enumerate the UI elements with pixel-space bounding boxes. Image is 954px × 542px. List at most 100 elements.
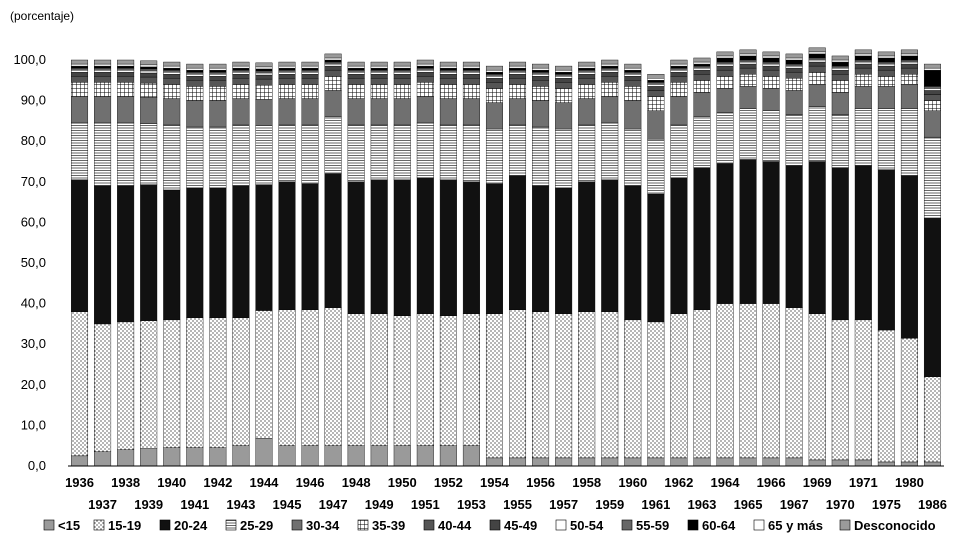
bar-segment — [370, 78, 388, 85]
bar-segment — [324, 90, 342, 118]
bar-segment — [186, 76, 204, 81]
bar-segment — [71, 65, 89, 69]
bar-segment — [117, 82, 135, 97]
bar-segment — [716, 112, 734, 164]
x-tick-label: 1961 — [641, 497, 670, 512]
bar-segment — [555, 69, 573, 73]
bar-segment — [71, 311, 89, 457]
bar-segment — [255, 66, 273, 70]
bar-segment — [347, 74, 365, 79]
bar-segment — [509, 69, 527, 73]
bar-segment — [416, 59, 434, 65]
legend-swatch — [291, 519, 303, 531]
bar-segment — [624, 80, 642, 87]
bar-segment — [485, 78, 503, 83]
bar-segment — [693, 80, 711, 93]
bar-segment — [140, 66, 158, 70]
bar-segment — [670, 63, 688, 67]
bar-segment — [785, 457, 803, 467]
bar-segment — [393, 65, 411, 69]
bar-segment — [808, 71, 826, 85]
bar-segment — [601, 63, 619, 67]
bar-segment — [117, 76, 135, 83]
x-tick-label: 1944 — [249, 475, 279, 490]
bar-segment — [347, 445, 365, 467]
bar-segment — [232, 317, 250, 446]
bar-segment — [509, 124, 527, 176]
bar-segment — [762, 55, 780, 59]
bar-segment — [71, 122, 89, 180]
bar-segment — [71, 455, 89, 467]
bar-segment — [923, 218, 941, 377]
bar-segment — [462, 445, 480, 467]
bar-segment — [278, 309, 296, 446]
legend-swatch — [357, 519, 369, 531]
bar-segment — [509, 84, 527, 99]
bar-segment — [117, 321, 135, 450]
bar-segment — [209, 63, 227, 69]
bar-segment — [324, 76, 342, 91]
bar-segment — [831, 167, 849, 321]
bar-segment — [301, 71, 319, 75]
bar-segment — [693, 69, 711, 75]
bar-segment — [140, 448, 158, 467]
x-tick-label: 1963 — [687, 497, 716, 512]
bar-segment — [716, 57, 734, 63]
bar-segment — [532, 80, 550, 87]
bar-segment — [509, 457, 527, 467]
bar-segment — [209, 71, 227, 75]
bar-segment — [347, 98, 365, 126]
bar-segment — [278, 61, 296, 67]
bar-segment — [647, 321, 665, 459]
bar-segment — [462, 98, 480, 126]
bar-segment — [71, 67, 89, 71]
bar-segment — [117, 69, 135, 73]
bar-segment — [71, 76, 89, 83]
bars — [71, 47, 941, 467]
bar-segment — [555, 102, 573, 130]
y-tick-label: 80,0 — [21, 133, 46, 148]
bar-segment — [117, 65, 135, 69]
bar-segment — [854, 59, 872, 63]
bar-segment — [163, 189, 181, 321]
y-tick-label: 0,0 — [28, 458, 46, 473]
bar-segment — [831, 319, 849, 461]
bar-segment — [808, 313, 826, 461]
bar-segment — [739, 74, 757, 87]
bar-segment — [278, 71, 296, 75]
bar-segment — [416, 445, 434, 467]
bar-segment — [393, 71, 411, 75]
bar-segment — [578, 74, 596, 79]
bar-segment — [255, 78, 273, 86]
bar-segment — [347, 84, 365, 99]
bar-segment — [647, 86, 665, 91]
bar-segment — [854, 61, 872, 65]
bar-segment — [347, 67, 365, 71]
bar-segment — [900, 53, 918, 57]
bar-segment — [854, 86, 872, 109]
bar-segment — [209, 76, 227, 81]
bar-segment — [393, 69, 411, 73]
bar-segment — [255, 68, 273, 72]
bar-segment — [601, 96, 619, 124]
bar-segment — [555, 457, 573, 467]
bar-segment — [762, 57, 780, 63]
bar-segment — [324, 307, 342, 446]
bar-segment — [301, 124, 319, 185]
x-tick-label: 1952 — [434, 475, 463, 490]
bar-segment — [278, 74, 296, 79]
bar-segment — [647, 78, 665, 81]
bar-segment — [670, 67, 688, 71]
bar-segment — [301, 67, 319, 71]
bar-segment — [209, 80, 227, 87]
bar-segment — [462, 69, 480, 73]
bar-segment — [647, 193, 665, 323]
bar-segment — [94, 451, 112, 467]
x-tick-label: 1950 — [388, 475, 417, 490]
bar-segment — [416, 96, 434, 124]
bar-segment — [739, 108, 757, 160]
bar-segment — [71, 59, 89, 65]
bar-segment — [416, 69, 434, 73]
x-tick-label: 1962 — [664, 475, 693, 490]
bar-segment — [439, 69, 457, 73]
